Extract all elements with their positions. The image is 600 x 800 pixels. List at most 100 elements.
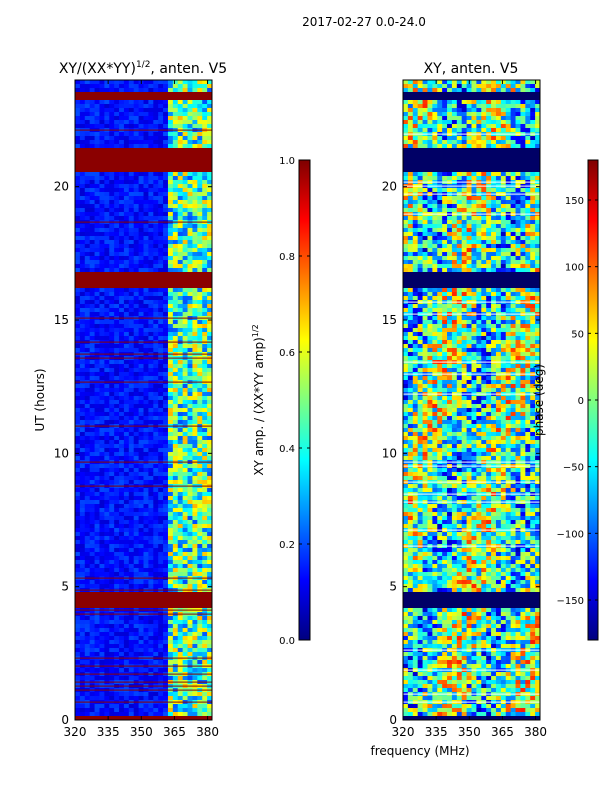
heat-cell xyxy=(535,108,540,113)
heat-cell xyxy=(202,184,208,189)
heat-cell xyxy=(530,84,536,89)
heat-cell xyxy=(99,80,105,85)
heat-cell xyxy=(197,364,203,369)
heat-cell xyxy=(471,140,477,145)
heat-cell xyxy=(182,540,189,545)
heat-cell xyxy=(143,312,149,317)
heat-cell xyxy=(177,140,184,145)
heat-cell xyxy=(143,616,149,621)
heat-cell xyxy=(148,420,154,425)
heat-cell xyxy=(167,540,174,545)
heat-cell xyxy=(177,228,184,233)
heat-cell xyxy=(138,188,145,193)
heat-cell xyxy=(158,368,164,373)
heat-cell xyxy=(94,704,101,709)
heat-cell xyxy=(202,84,208,89)
heat-cell xyxy=(94,344,101,349)
heat-cell xyxy=(89,292,96,297)
heat-cell xyxy=(75,628,81,633)
heat-cell xyxy=(153,440,159,445)
heat-cell xyxy=(491,224,497,229)
heat-cell xyxy=(167,372,174,377)
heat-cell xyxy=(94,696,101,701)
heat-cell xyxy=(123,572,130,577)
heat-cell xyxy=(167,140,174,145)
heat-cell xyxy=(177,532,184,537)
heat-cell xyxy=(84,84,91,89)
heat-cell xyxy=(153,480,159,485)
heat-cell xyxy=(207,308,212,313)
heat-cell xyxy=(143,376,149,381)
heat-cell xyxy=(99,392,105,397)
heat-cell xyxy=(148,240,154,245)
heat-cell xyxy=(75,564,81,569)
heat-cell xyxy=(94,644,101,649)
heat-cell xyxy=(192,200,198,205)
heat-cell xyxy=(471,228,477,233)
heat-cell xyxy=(143,572,149,577)
heat-cell xyxy=(133,304,140,309)
heat-cell xyxy=(491,120,497,125)
heat-cell xyxy=(114,320,120,325)
heat-cell xyxy=(172,412,179,417)
heat-cell xyxy=(75,580,81,585)
heat-cell xyxy=(148,324,154,329)
y-tick-label: 0 xyxy=(61,713,69,727)
heat-cell xyxy=(505,144,512,149)
heat-cell xyxy=(109,384,115,389)
heat-cell xyxy=(427,176,433,181)
heat-cell xyxy=(177,236,184,241)
heat-cell xyxy=(128,568,135,573)
heat-cell xyxy=(75,88,81,93)
heat-cell xyxy=(75,108,81,113)
heat-cell xyxy=(510,232,517,237)
heat-cell xyxy=(143,428,149,433)
heat-cell xyxy=(207,140,212,145)
heat-cell xyxy=(163,324,169,329)
heat-cell xyxy=(148,308,154,313)
heat-cell xyxy=(172,712,179,717)
heat-cell xyxy=(172,632,179,637)
heat-cell xyxy=(153,572,159,577)
heat-cell xyxy=(158,420,164,425)
heat-cell xyxy=(172,544,179,549)
heat-cell xyxy=(123,84,130,89)
heat-cell xyxy=(167,344,174,349)
heat-cell xyxy=(119,232,125,237)
heat-cell xyxy=(481,232,487,237)
heat-cell xyxy=(510,228,517,233)
heat-cell xyxy=(167,248,174,253)
heat-cell xyxy=(148,100,154,105)
heat-cell xyxy=(148,172,154,177)
heat-cell xyxy=(128,668,135,673)
heat-cell xyxy=(207,456,212,461)
heat-cell xyxy=(207,568,212,573)
heat-cell xyxy=(123,392,130,397)
heat-cell xyxy=(75,432,81,437)
heat-cell xyxy=(167,144,174,149)
heat-cell xyxy=(163,472,169,477)
heat-cell xyxy=(197,436,203,441)
heat-cell xyxy=(427,100,433,105)
heat-cell xyxy=(114,188,120,193)
heat-cell xyxy=(128,676,135,681)
heat-cell xyxy=(123,208,130,213)
heat-cell xyxy=(187,80,194,85)
heat-cell xyxy=(163,296,169,301)
heat-cell xyxy=(172,444,179,449)
heat-cell xyxy=(114,532,120,537)
heat-cell xyxy=(128,328,135,333)
amplitude-ylabel: UT (hours) xyxy=(33,368,47,431)
heat-cell xyxy=(182,396,189,401)
heat-cell xyxy=(187,348,194,353)
heat-cell xyxy=(163,636,169,641)
heat-cell xyxy=(158,124,164,129)
heat-cell xyxy=(84,616,91,621)
heat-cell xyxy=(133,224,140,229)
heat-cell xyxy=(192,524,198,529)
heat-cell xyxy=(143,492,149,497)
heat-cell xyxy=(123,476,130,481)
heat-cell xyxy=(163,492,169,497)
heat-cell xyxy=(192,660,198,665)
heat-cell xyxy=(84,136,91,141)
